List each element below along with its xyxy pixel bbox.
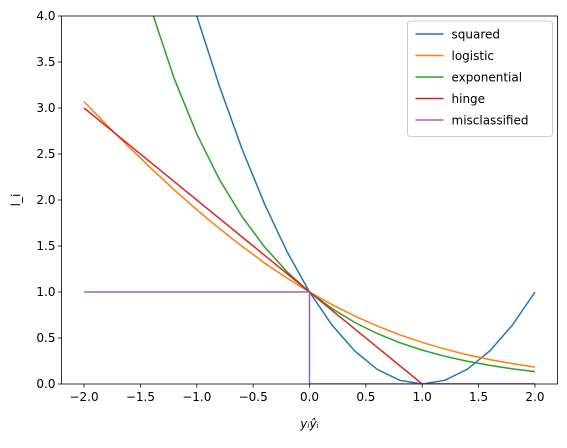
x-tick-label: 1.0 bbox=[413, 390, 432, 404]
line-series bbox=[84, 291, 535, 384]
legend-box bbox=[407, 20, 553, 137]
x-axis-label: yᵢŷᵢ bbox=[299, 417, 319, 431]
legend-label: logistic bbox=[452, 49, 495, 63]
x-tick-label: −2.0 bbox=[69, 390, 98, 404]
legend-label: squared bbox=[452, 28, 501, 42]
y-tick-label: 1.5 bbox=[36, 239, 55, 253]
y-tick-label: 3.0 bbox=[36, 101, 55, 115]
line-series bbox=[83, 107, 535, 384]
y-tick-label: 3.5 bbox=[36, 55, 55, 69]
legend-label: misclassified bbox=[452, 114, 529, 128]
x-tick-label: 2.0 bbox=[525, 390, 544, 404]
legend-label: exponential bbox=[452, 71, 523, 85]
y-tick-label: 0.5 bbox=[36, 331, 55, 345]
x-tick-label: 0.5 bbox=[356, 390, 375, 404]
x-tick-label: −1.0 bbox=[182, 390, 211, 404]
y-tick-label: 1.0 bbox=[36, 285, 55, 299]
x-tick-label: 0.0 bbox=[300, 390, 319, 404]
x-tick-label: −0.5 bbox=[239, 390, 268, 404]
y-axis-label: l_i bbox=[9, 194, 23, 207]
x-tick-label: 1.5 bbox=[469, 390, 488, 404]
y-tick-label: 4.0 bbox=[36, 9, 55, 23]
plot-area bbox=[83, 16, 536, 384]
x-tick-label: −1.5 bbox=[126, 390, 155, 404]
legend-label: hinge bbox=[452, 92, 486, 106]
y-tick-label: 2.0 bbox=[36, 193, 55, 207]
y-tick-label: 2.5 bbox=[36, 147, 55, 161]
y-tick-label: 0.0 bbox=[36, 377, 55, 391]
